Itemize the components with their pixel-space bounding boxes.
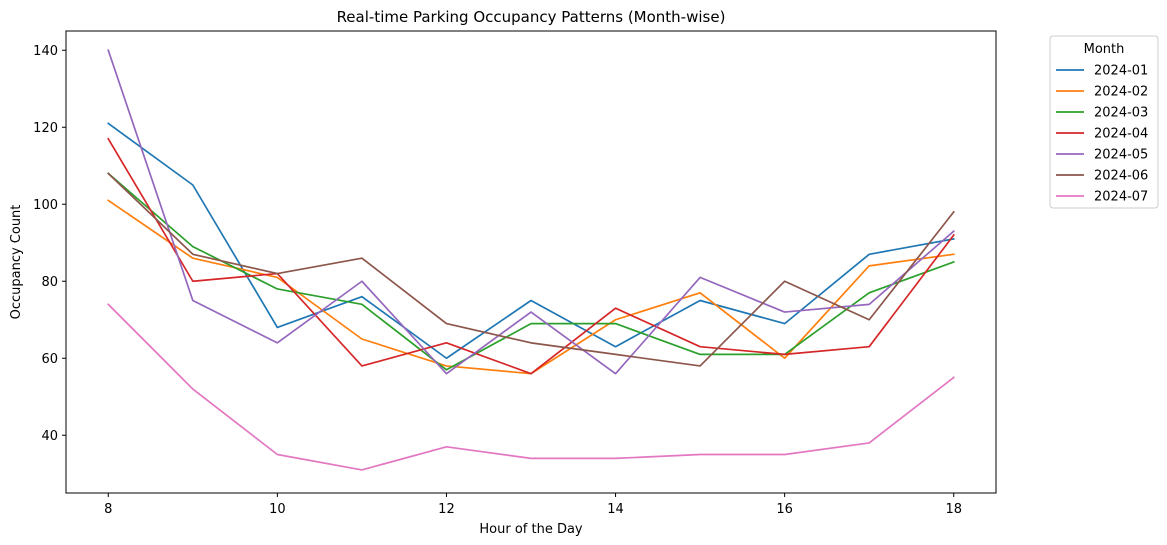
series-line-2024-04 <box>107 137 955 375</box>
y-axis: 40 60 80 100 120 140 <box>33 44 66 444</box>
y-tick-label: 120 <box>33 121 58 136</box>
legend-label: 2024-04 <box>1094 127 1148 142</box>
legend-items: 2024-01 2024-02 2024-03 2024-04 2024-05 2024-… <box>1056 64 1148 205</box>
y-tick-label: 60 <box>41 352 58 367</box>
series-line-2024-03 <box>107 172 955 371</box>
series-line-2024-07 <box>107 303 955 471</box>
y-tick-label: 100 <box>33 198 58 213</box>
chart-title: Real-time Parking Occupancy Patterns (Mo… <box>337 8 726 26</box>
legend-title: Month <box>1084 42 1125 57</box>
x-tick-label: 8 <box>104 502 112 517</box>
legend-label: 2024-03 <box>1094 106 1148 121</box>
plot-area <box>65 30 997 494</box>
series-layer <box>107 49 955 471</box>
legend-label: 2024-01 <box>1094 64 1148 79</box>
legend-box <box>1049 35 1159 209</box>
x-axis-label: Hour of the Day <box>479 522 583 537</box>
x-axis: 8 10 12 14 16 18 <box>104 493 962 517</box>
plot-frame <box>65 30 997 494</box>
y-tick-label: 40 <box>41 429 58 444</box>
x-tick-label: 18 <box>945 502 962 517</box>
y-tick-label: 80 <box>41 275 58 290</box>
y-axis-label: Occupancy Count <box>9 205 24 320</box>
legend-label: 2024-05 <box>1094 148 1148 163</box>
y-tick-label: 140 <box>33 44 58 59</box>
x-tick-label: 16 <box>776 502 793 517</box>
plot-background <box>66 31 996 493</box>
x-tick-label: 14 <box>607 502 624 517</box>
legend-label: 2024-06 <box>1094 169 1148 184</box>
series-line-2024-01 <box>107 122 955 360</box>
x-tick-label: 12 <box>438 502 455 517</box>
series-line-2024-05 <box>107 49 955 375</box>
x-tick-label: 10 <box>269 502 286 517</box>
legend: Month 2024-012024-022024-032024-042024-0… <box>1049 35 1159 209</box>
legend-label: 2024-07 <box>1094 190 1148 205</box>
series-line-2024-06 <box>107 172 955 367</box>
legend-label: 2024-02 <box>1094 85 1148 100</box>
